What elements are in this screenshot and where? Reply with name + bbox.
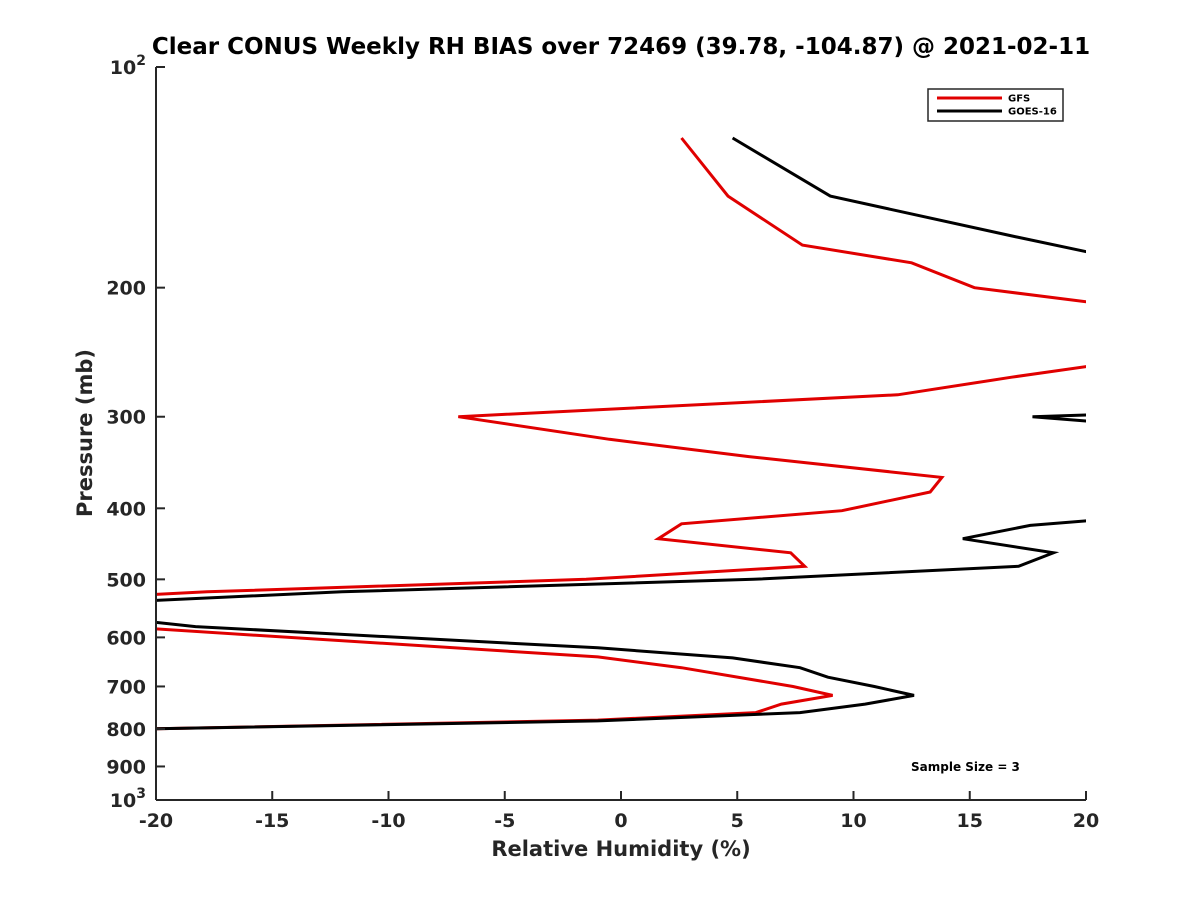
y-axis-label: Pressure (mb) xyxy=(73,349,97,517)
chart-title: Clear CONUS Weekly RH BIAS over 72469 (3… xyxy=(152,34,1090,60)
x-tick-label: 0 xyxy=(614,810,627,832)
y-ticks: 102 200 300 400 500 600 700 800 900 103 xyxy=(106,53,165,812)
y-tick-label: 700 xyxy=(106,676,146,698)
series-line-gfs-seg-2 xyxy=(156,365,1086,596)
x-tick-label: -10 xyxy=(371,810,405,832)
y-tick-label: 800 xyxy=(106,719,146,741)
y-tick-label: 400 xyxy=(106,498,146,520)
legend: GFS GOES-16 xyxy=(927,88,1064,122)
series-line-goes16-seg-1 xyxy=(731,136,1086,254)
x-tick-label: -5 xyxy=(494,810,515,832)
sample-size-annotation: Sample Size = 3 xyxy=(911,760,1020,774)
y-tick-label: 500 xyxy=(106,569,146,591)
y-tick-label: 600 xyxy=(106,627,146,649)
legend-box xyxy=(927,88,1064,122)
y-tick-label: 900 xyxy=(106,756,146,778)
x-tick-label: 20 xyxy=(1073,810,1099,832)
series-layer xyxy=(156,136,1086,731)
series-line-goes16-seg-4 xyxy=(156,620,915,731)
y-tick-label: 200 xyxy=(106,278,146,300)
legend-label-goes16: GOES-16 xyxy=(1008,107,1057,118)
x-tick-label: 15 xyxy=(957,810,983,832)
x-tick-label: 5 xyxy=(731,810,744,832)
series-line-goes16-seg-3 xyxy=(156,519,1086,602)
x-tick-label: -20 xyxy=(139,810,173,832)
y-tick-label-power: 102 xyxy=(110,53,146,79)
series-line-goes16-seg-2 xyxy=(1032,413,1086,423)
x-tick-label: 10 xyxy=(840,810,866,832)
y-tick-label-power: 103 xyxy=(110,786,146,812)
y-tick-label: 300 xyxy=(106,407,146,429)
x-tick-label: -15 xyxy=(255,810,289,832)
series-line-gfs-seg-1 xyxy=(680,137,1086,304)
x-axis-label: Relative Humidity (%) xyxy=(491,837,750,861)
x-ticks: -20 -15 -10 -5 0 5 10 15 20 xyxy=(139,791,1099,832)
legend-label-gfs: GFS xyxy=(1008,94,1030,105)
